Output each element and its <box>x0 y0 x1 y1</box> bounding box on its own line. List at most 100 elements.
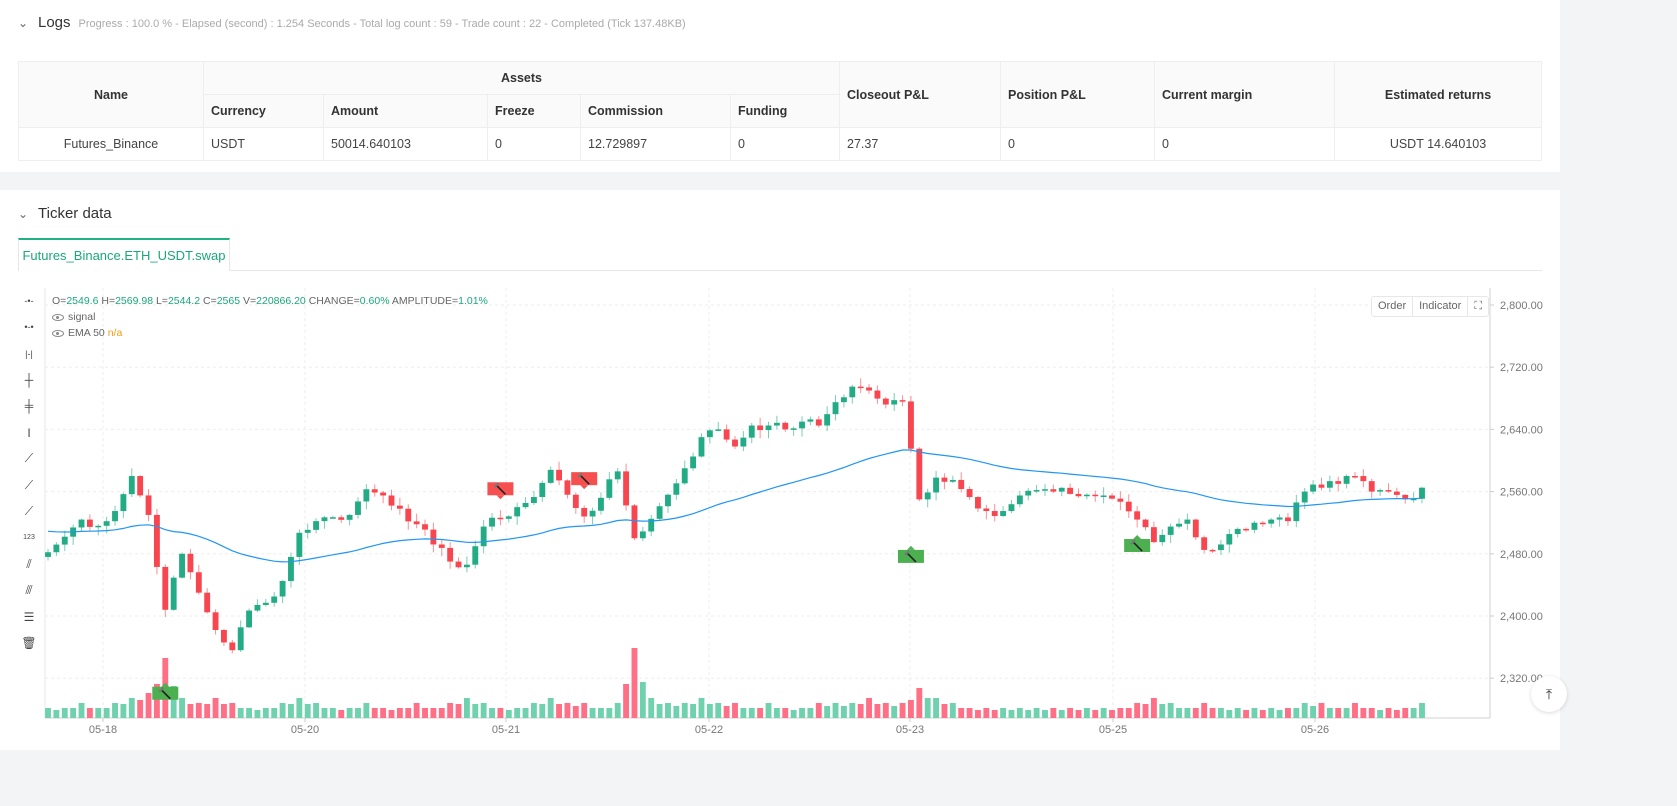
volume-bar <box>840 706 847 718</box>
order-button[interactable]: Order <box>1372 297 1414 316</box>
candle-body <box>539 482 546 498</box>
candle-body <box>840 397 847 403</box>
x-tick-label: 05-22 <box>695 724 723 736</box>
volume-bar <box>1033 708 1040 718</box>
volume-bar <box>405 708 412 718</box>
volume-bar <box>1184 708 1191 718</box>
volume-bar <box>983 708 990 718</box>
candle-body <box>313 521 320 530</box>
volume-bar <box>1310 706 1317 718</box>
candle-body <box>1410 498 1417 501</box>
candle-body <box>103 521 110 526</box>
volume-bar <box>623 684 630 718</box>
change-value: 0.60% <box>359 295 390 307</box>
candle-body <box>1134 511 1141 520</box>
volume-bar <box>1000 708 1007 718</box>
logs-header[interactable]: ⌄ Logs Progress : 100.0 % - Elapsed (sec… <box>18 14 686 31</box>
candle-body <box>204 592 211 613</box>
volume-bar <box>1402 708 1409 718</box>
chevron-down-icon[interactable]: ⌄ <box>18 207 29 221</box>
candle-body <box>715 429 722 431</box>
tab-eth-usdt-swap[interactable]: Futures_Binance.ETH_USDT.swap <box>18 238 230 271</box>
volume-bar <box>86 708 93 718</box>
indicator-button[interactable]: Indicator <box>1413 297 1469 316</box>
volume-bar <box>447 703 454 718</box>
horizontal-segment-icon[interactable]: |-| <box>25 348 33 359</box>
v-value: 220866.20 <box>256 295 306 307</box>
candle-body <box>1192 519 1199 538</box>
candle-body <box>908 401 914 449</box>
fib-lines-icon[interactable]: ☰ <box>23 609 35 624</box>
ray-line-icon[interactable]: ⟋ <box>24 477 34 492</box>
candle-body <box>740 437 747 447</box>
indicator-ema[interactable]: EMA 50 n/a <box>52 327 122 339</box>
triple-lines-icon[interactable]: ⫻ <box>25 582 33 597</box>
logs-panel: ⌄ Logs Progress : 100.0 % - Elapsed (sec… <box>0 0 1560 172</box>
volume-bar <box>78 703 85 718</box>
vertical-ray-icon[interactable]: ╪ <box>24 399 34 414</box>
candle-body <box>1251 522 1258 530</box>
candle-body <box>254 604 261 611</box>
vertical-segment-icon[interactable]: Ι <box>27 425 31 440</box>
volume-bar <box>313 703 320 718</box>
volume-bar <box>1368 708 1375 718</box>
chevron-down-icon[interactable]: ⌄ <box>18 16 29 30</box>
candle-body <box>933 477 940 493</box>
candle-body <box>799 421 805 429</box>
volume-bar <box>1075 710 1082 718</box>
price-label-icon[interactable]: 123 <box>23 534 35 542</box>
volume-bar <box>61 708 68 718</box>
candle-body <box>614 471 621 480</box>
candle-body <box>924 492 931 500</box>
volume-bar <box>874 704 881 718</box>
candle-body <box>438 544 445 548</box>
candle-body <box>648 518 655 532</box>
ticker-header[interactable]: ⌄ Ticker data <box>18 205 112 222</box>
candle-body <box>355 501 361 515</box>
scroll-to-top-button[interactable]: ⤒ <box>1531 676 1567 712</box>
indicator-signal[interactable]: signal <box>52 311 95 323</box>
candle-body <box>757 425 764 431</box>
candle-body <box>1217 544 1224 551</box>
volume-bar <box>430 708 437 718</box>
volume-bar <box>1109 710 1115 718</box>
volume-bar <box>179 698 185 718</box>
volume-bar <box>53 710 60 718</box>
fullscreen-icon[interactable]: ⛶ <box>1474 300 1483 312</box>
volume-bar <box>857 704 864 718</box>
col-commission: Commission <box>580 94 731 128</box>
volume-bar <box>1067 708 1074 718</box>
trash-icon[interactable]: 🗑 <box>21 635 37 650</box>
volume-bar <box>581 703 588 718</box>
segment-icon[interactable]: ⟋ <box>24 503 34 518</box>
volume-bar <box>1234 708 1241 718</box>
amplitude-label: AMPLITUDE= <box>391 295 459 307</box>
candle-body <box>489 517 495 527</box>
candle-body <box>363 489 370 502</box>
candle-body <box>1000 511 1007 516</box>
candle-body <box>422 524 428 530</box>
candle-body <box>824 414 831 426</box>
candle-body <box>1042 489 1048 491</box>
candle-body <box>581 507 588 517</box>
candle-body <box>413 521 420 525</box>
volume-bar <box>1410 708 1417 718</box>
signal-pointer <box>1133 535 1142 540</box>
horizontal-ray-icon[interactable]: •-• <box>24 322 34 333</box>
volume-bar <box>1134 703 1141 718</box>
eye-icon[interactable] <box>52 313 64 321</box>
eye-icon[interactable] <box>52 329 64 337</box>
h-value: 2569.98 <box>115 295 154 307</box>
volume-bar <box>1419 703 1425 718</box>
candle-body <box>346 514 353 520</box>
parallel-channel-icon[interactable]: ⫽ <box>26 556 32 571</box>
volume-bar <box>824 706 831 718</box>
vertical-line-icon[interactable]: ┼ <box>24 372 34 387</box>
candle-body <box>1326 481 1333 488</box>
candle-body <box>1343 476 1350 484</box>
volume-bar <box>1142 704 1149 718</box>
horizontal-line-icon[interactable]: -•- <box>24 296 34 306</box>
trend-line-icon[interactable]: ⟋ <box>24 451 34 466</box>
candle-body <box>162 566 169 610</box>
